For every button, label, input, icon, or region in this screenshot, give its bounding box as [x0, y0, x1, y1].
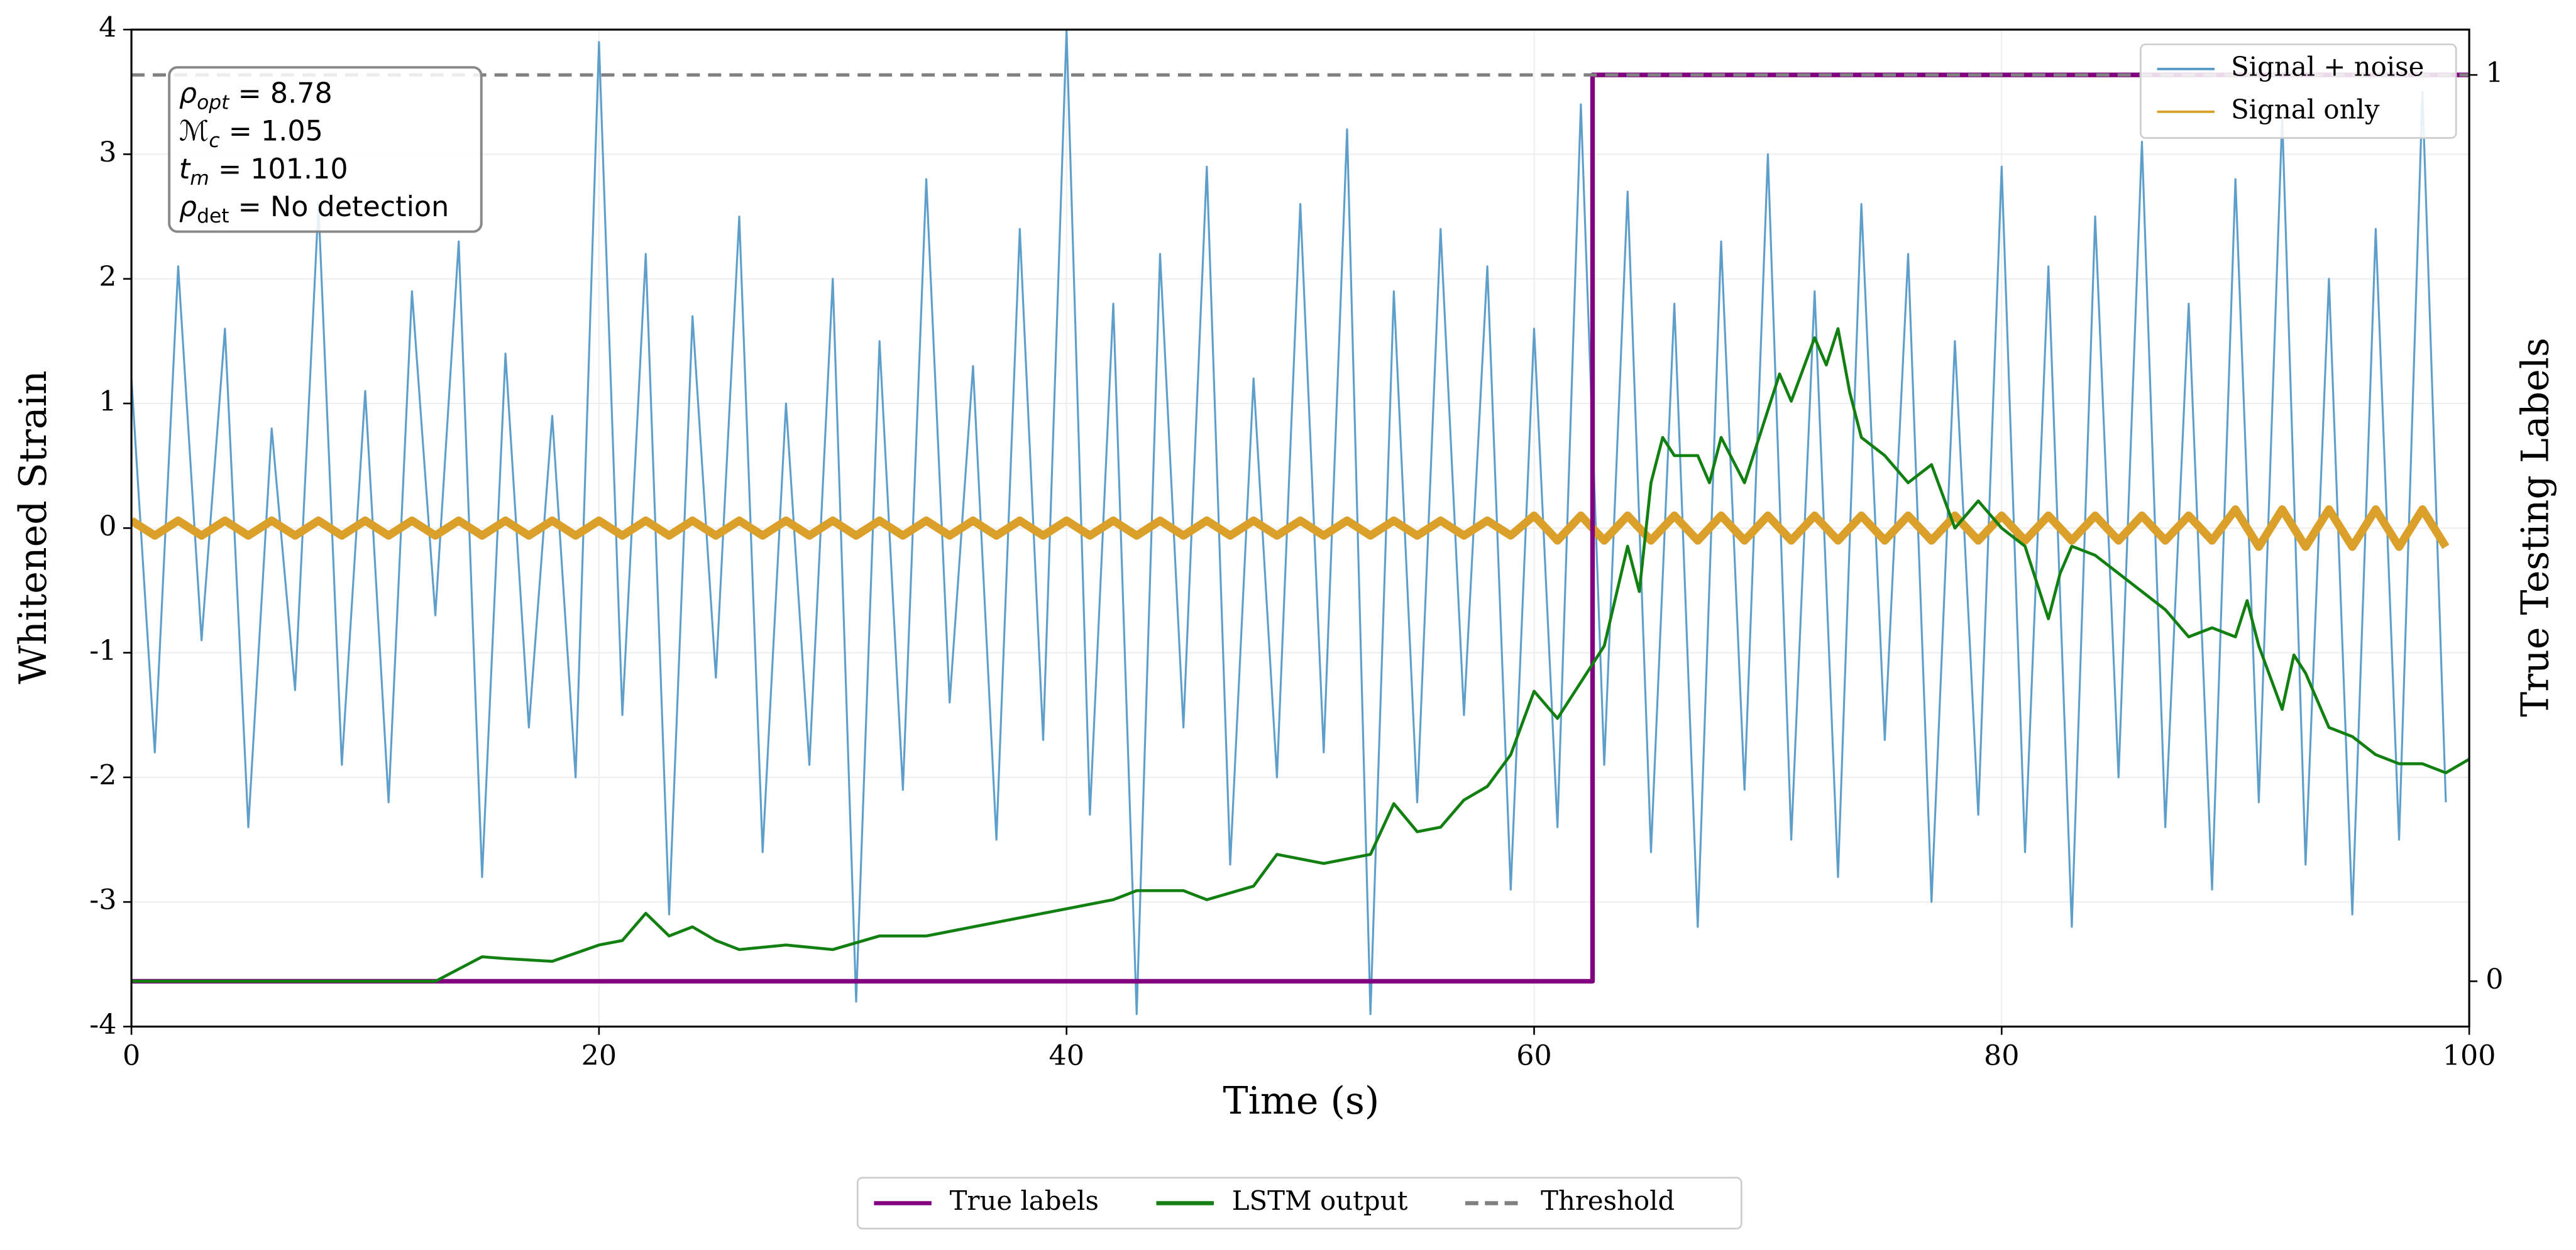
y-tick-label: 4	[99, 12, 116, 44]
annotation-sub: det	[197, 205, 229, 228]
annotation-symbol: ρ	[179, 78, 197, 110]
annotation-sub: opt	[197, 92, 230, 114]
annotation-value: = No detection	[229, 191, 449, 223]
y-axis-label: Whitened Strain	[11, 370, 55, 684]
annotation-box	[168, 66, 483, 233]
plot-area	[131, 30, 2470, 1027]
annotation-value: = 1.05	[220, 116, 323, 148]
legend: True labels LSTM output Threshold	[856, 1176, 1742, 1230]
legend-label: Signal only	[2231, 94, 2380, 124]
y-tick-label: -2	[89, 759, 116, 791]
annotation-text: ρdet = No detection	[179, 191, 449, 228]
annotation-value: = 101.10	[209, 153, 348, 185]
y-tick-label: 0	[99, 510, 116, 542]
y-tick-label: -4	[89, 1009, 116, 1041]
y2-axis-label: True Testing Labels	[2513, 337, 2557, 717]
series-line	[131, 72, 2470, 984]
legend-label: Signal + noise	[2231, 51, 2424, 82]
y2-tick-label: 1	[2485, 57, 2503, 89]
y-tick-label: 1	[99, 386, 116, 418]
legend-label: Threshold	[1541, 1185, 1675, 1216]
annotation-text: ℳc = 1.05	[179, 116, 323, 152]
y-tick-label: 2	[99, 261, 116, 293]
annotation-sub: m	[190, 167, 209, 190]
annotation-text: tm = 101.10	[179, 153, 348, 190]
y-tick-label: 3	[99, 136, 116, 168]
annotation-text: ρopt = 8.78	[179, 78, 333, 114]
series-line	[131, 505, 2450, 551]
legend-box	[856, 1176, 1742, 1230]
x-tick-label: 100	[2443, 1040, 2496, 1072]
series-line	[131, 327, 2470, 983]
annotation-symbol: ρ	[179, 191, 197, 223]
y2-tick-label: 0	[2485, 963, 2503, 995]
annotation-symbol: ℳ	[179, 116, 209, 148]
legend-box	[2140, 43, 2457, 139]
x-tick-label: 60	[1516, 1040, 1552, 1072]
annotation-value: = 8.78	[229, 78, 332, 110]
legend: Signal + noise Signal only	[2140, 43, 2457, 139]
y-tick-label: -3	[89, 884, 116, 916]
x-tick-label: 20	[581, 1040, 617, 1072]
legend-label: LSTM output	[1232, 1185, 1408, 1216]
legend-label: True labels	[950, 1185, 1099, 1216]
x-tick-label: 0	[123, 1040, 140, 1072]
y-tick-label: -1	[89, 635, 116, 667]
annotation-sub: c	[209, 129, 219, 152]
x-tick-label: 80	[1984, 1040, 2020, 1072]
annotation-symbol: t	[179, 153, 191, 185]
series-line	[131, 30, 2447, 1016]
x-axis-label: Time (s)	[1223, 1079, 1380, 1123]
x-tick-label: 40	[1049, 1040, 1084, 1072]
